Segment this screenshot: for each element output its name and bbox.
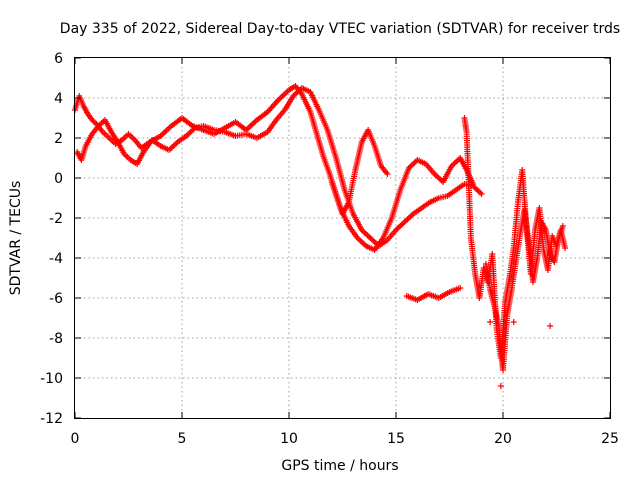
x-axis-label: GPS time / hours [281, 458, 398, 474]
data-point [384, 171, 391, 177]
x-tick-label: 25 [601, 431, 619, 447]
y-tick-label: 4 [54, 91, 63, 107]
y-tick-label: -12 [40, 411, 63, 427]
series-track-c [328, 155, 477, 253]
plot-frame [74, 57, 611, 419]
data-points [72, 83, 569, 389]
y-axis-label: SDTVAR / TECUs [8, 181, 24, 296]
data-point [457, 285, 464, 291]
x-tick-label: 10 [280, 431, 298, 447]
series-track-f [482, 207, 566, 373]
y-tick-label: -10 [40, 371, 63, 387]
data-point [562, 245, 569, 251]
x-tick-label: 20 [494, 431, 512, 447]
data-point [559, 223, 566, 229]
series-track-b [74, 85, 485, 249]
y-tick-label: -6 [49, 291, 63, 307]
data-point [497, 383, 504, 389]
y-tick-label: -2 [49, 211, 63, 227]
data-point [487, 319, 494, 325]
chart-title: Day 335 of 2022, Sidereal Day-to-day VTE… [60, 21, 620, 37]
y-tick-label: 2 [54, 131, 63, 147]
x-tick-label: 15 [387, 431, 405, 447]
y-tick-label: -4 [49, 251, 63, 267]
y-tick-label: -8 [49, 331, 63, 347]
data-point [478, 191, 485, 197]
axis-ticks: 0 5 10 15 20 25 -12 -10 -8 -6 -4 -2 0 2 4 6 [40, 51, 619, 447]
series-outliers [462, 123, 554, 389]
x-tick-label: 0 [71, 431, 80, 447]
x-tick-label: 5 [178, 431, 187, 447]
data-point [510, 319, 517, 325]
y-tick-label: 6 [54, 51, 63, 67]
series-track-e [461, 115, 569, 361]
data-point [462, 123, 469, 129]
data-point [547, 323, 554, 329]
series-track-d [403, 285, 464, 303]
y-tick-label: 0 [54, 171, 63, 187]
